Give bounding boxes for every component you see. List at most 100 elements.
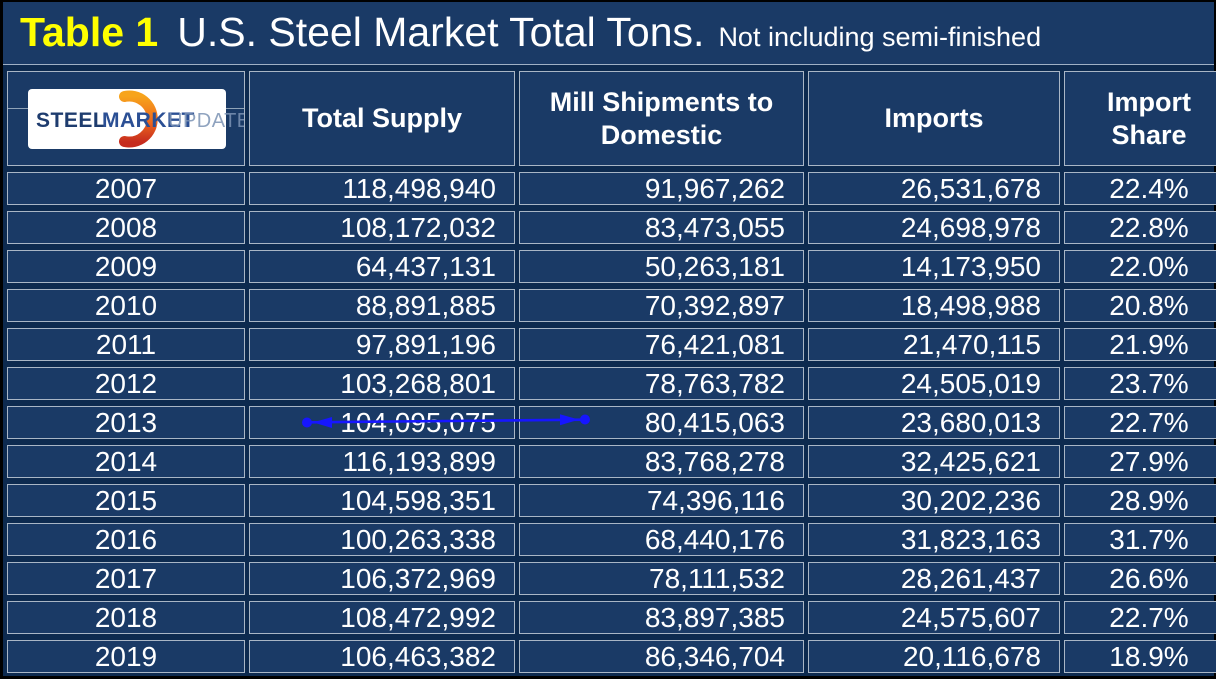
mill-shipments-cell: 70,392,897	[519, 289, 804, 322]
import-share-cell: 21.9%	[1064, 328, 1216, 361]
imports-cell: 18,498,988	[808, 289, 1060, 322]
logo-graphic: STEEL MARKET UPDATE	[36, 90, 244, 148]
year-cell: 2012	[7, 367, 245, 400]
mill-shipments-cell: 78,763,782	[519, 367, 804, 400]
mill-shipments-cell: 74,396,116	[519, 484, 804, 517]
year-cell: 2018	[7, 601, 245, 634]
mill-shipments-cell: 83,473,055	[519, 211, 804, 244]
table-number-label: Table 1	[20, 9, 159, 55]
year-cell: 2017	[7, 562, 245, 595]
imports-cell: 14,173,950	[808, 250, 1060, 283]
imports-cell: 21,470,115	[808, 328, 1060, 361]
table-row: 2019 106,463,382 86,346,704 20,116,678 18.9%	[7, 640, 1216, 673]
arrow-head-left-icon	[313, 417, 332, 428]
imports-cell: 23,680,013	[808, 406, 1060, 439]
import-share-cell: 23.7%	[1064, 367, 1216, 400]
mill-shipments-cell: 68,440,176	[519, 523, 804, 556]
table-row: 2007 118,498,940 91,967,262 26,531,678 22.4%	[7, 172, 1216, 205]
year-cell: 2008	[7, 211, 245, 244]
imports-cell: 24,505,019	[808, 367, 1060, 400]
title-bar: Table 1 U.S. Steel Market Total Tons. No…	[3, 2, 1214, 65]
year-cell: 2007	[7, 172, 245, 205]
logo-word-market: MARKET	[102, 109, 195, 132]
header-row: STEEL MARKET UPDATE Total Supply Mill Sh…	[7, 71, 1216, 166]
imports-cell: 32,425,621	[808, 445, 1060, 478]
table-row: 2008 108,172,032 83,473,055 24,698,978 22.8%	[7, 211, 1216, 244]
total-supply-cell: 64,437,131	[249, 250, 515, 283]
import-share-cell: 22.4%	[1064, 172, 1216, 205]
table-row: 2014 116,193,899 83,768,278 32,425,621 27.9%	[7, 445, 1216, 478]
import-share-cell: 18.9%	[1064, 640, 1216, 673]
total-supply-cell: 104,598,351	[249, 484, 515, 517]
mill-shipments-cell: 83,897,385	[519, 601, 804, 634]
arrow-shaft[interactable]	[309, 418, 583, 424]
import-share-cell: 22.7%	[1064, 406, 1216, 439]
table-row: 2012 103,268,801 78,763,782 24,505,019 23.7%	[7, 367, 1216, 400]
import-share-cell: 27.9%	[1064, 445, 1216, 478]
year-cell: 2010	[7, 289, 245, 322]
mill-shipments-cell: 86,346,704	[519, 640, 804, 673]
year-cell: 2016	[7, 523, 245, 556]
table-header: STEEL MARKET UPDATE Total Supply Mill Sh…	[7, 71, 1216, 166]
import-share-cell: 26.6%	[1064, 562, 1216, 595]
table-row: 2009 64,437,131 50,263,181 14,173,950 22.0%	[7, 250, 1216, 283]
logo-word-steel: STEEL	[36, 109, 106, 132]
import-share-cell: 22.0%	[1064, 250, 1216, 283]
arrow-endpoint-handle-left[interactable]	[302, 417, 312, 428]
table-row: 2017 106,372,969 78,111,532 28,261,437 26.6%	[7, 562, 1216, 595]
total-supply-cell: 106,463,382	[249, 640, 515, 673]
mill-shipments-cell: 76,421,081	[519, 328, 804, 361]
title-note: Not including semi-finished	[718, 22, 1042, 52]
total-supply-cell: 108,172,032	[249, 211, 515, 244]
steel-market-update-logo: STEEL MARKET UPDATE	[28, 89, 244, 149]
table-row: 2016 100,263,338 68,440,176 31,823,163 31.7%	[7, 523, 1216, 556]
table-row: 2013 104,095,075 80,415,063 23,680,013 22.7%	[7, 406, 1216, 439]
mill-shipments-cell: 91,967,262	[519, 172, 804, 205]
arrow-head-right-icon	[560, 414, 579, 426]
total-supply-cell: 108,472,992	[249, 601, 515, 634]
imports-cell: 30,202,236	[808, 484, 1060, 517]
total-supply-cell: 118,498,940	[249, 172, 515, 205]
mill-shipments-cell: 83,768,278	[519, 445, 804, 478]
mill-shipments-cell: 50,263,181	[519, 250, 804, 283]
table-row: 2015 104,598,351 74,396,116 30,202,236 28.9%	[7, 484, 1216, 517]
imports-cell: 24,575,607	[808, 601, 1060, 634]
logo-word-update: UPDATE	[168, 110, 245, 132]
total-supply-cell: 106,372,969	[249, 562, 515, 595]
import-share-cell: 31.7%	[1064, 523, 1216, 556]
total-supply-cell: 97,891,196	[249, 328, 515, 361]
column-header-total-supply: Total Supply	[249, 71, 515, 166]
imports-cell: 26,531,678	[808, 172, 1060, 205]
arrow-endpoint-handle-right[interactable]	[580, 414, 590, 425]
import-share-cell: 22.8%	[1064, 211, 1216, 244]
import-share-cell: 28.9%	[1064, 484, 1216, 517]
table-row: 2011 97,891,196 76,421,081 21,470,115 21.9%	[7, 328, 1216, 361]
slide-inner: Table 1 U.S. Steel Market Total Tons. No…	[3, 2, 1216, 679]
total-supply-cell: 116,193,899	[249, 445, 515, 478]
import-share-cell: 22.7%	[1064, 601, 1216, 634]
column-header-mill-shipments: Mill Shipments to Domestic	[519, 71, 804, 166]
imports-cell: 28,261,437	[808, 562, 1060, 595]
year-cell: 2015	[7, 484, 245, 517]
logo-cell: STEEL MARKET UPDATE	[7, 71, 245, 166]
mill-shipments-cell: 80,415,063	[519, 406, 804, 439]
imports-cell: 24,698,978	[808, 211, 1060, 244]
year-cell: 2014	[7, 445, 245, 478]
import-share-cell: 20.8%	[1064, 289, 1216, 322]
table-row: 2010 88,891,885 70,392,897 18,498,988 20.8%	[7, 289, 1216, 322]
mill-shipments-cell: 78,111,532	[519, 562, 804, 595]
table-row: 2018 108,472,992 83,897,385 24,575,607 22.7%	[7, 601, 1216, 634]
total-supply-cell: 100,263,338	[249, 523, 515, 556]
total-supply-cell: 88,891,885	[249, 289, 515, 322]
double-arrow-annotation[interactable]	[300, 407, 592, 435]
imports-cell: 31,823,163	[808, 523, 1060, 556]
page-title: U.S. Steel Market Total Tons.	[177, 9, 705, 55]
total-supply-cell: 103,268,801	[249, 367, 515, 400]
table-body: 2007 118,498,940 91,967,262 26,531,678 22.4%…	[7, 172, 1216, 673]
year-cell: 2013	[7, 406, 245, 439]
steel-market-table: STEEL MARKET UPDATE Total Supply Mill Sh…	[3, 65, 1216, 679]
imports-cell: 20,116,678	[808, 640, 1060, 673]
year-cell: 2011	[7, 328, 245, 361]
column-header-import-share: Import Share	[1064, 71, 1216, 166]
